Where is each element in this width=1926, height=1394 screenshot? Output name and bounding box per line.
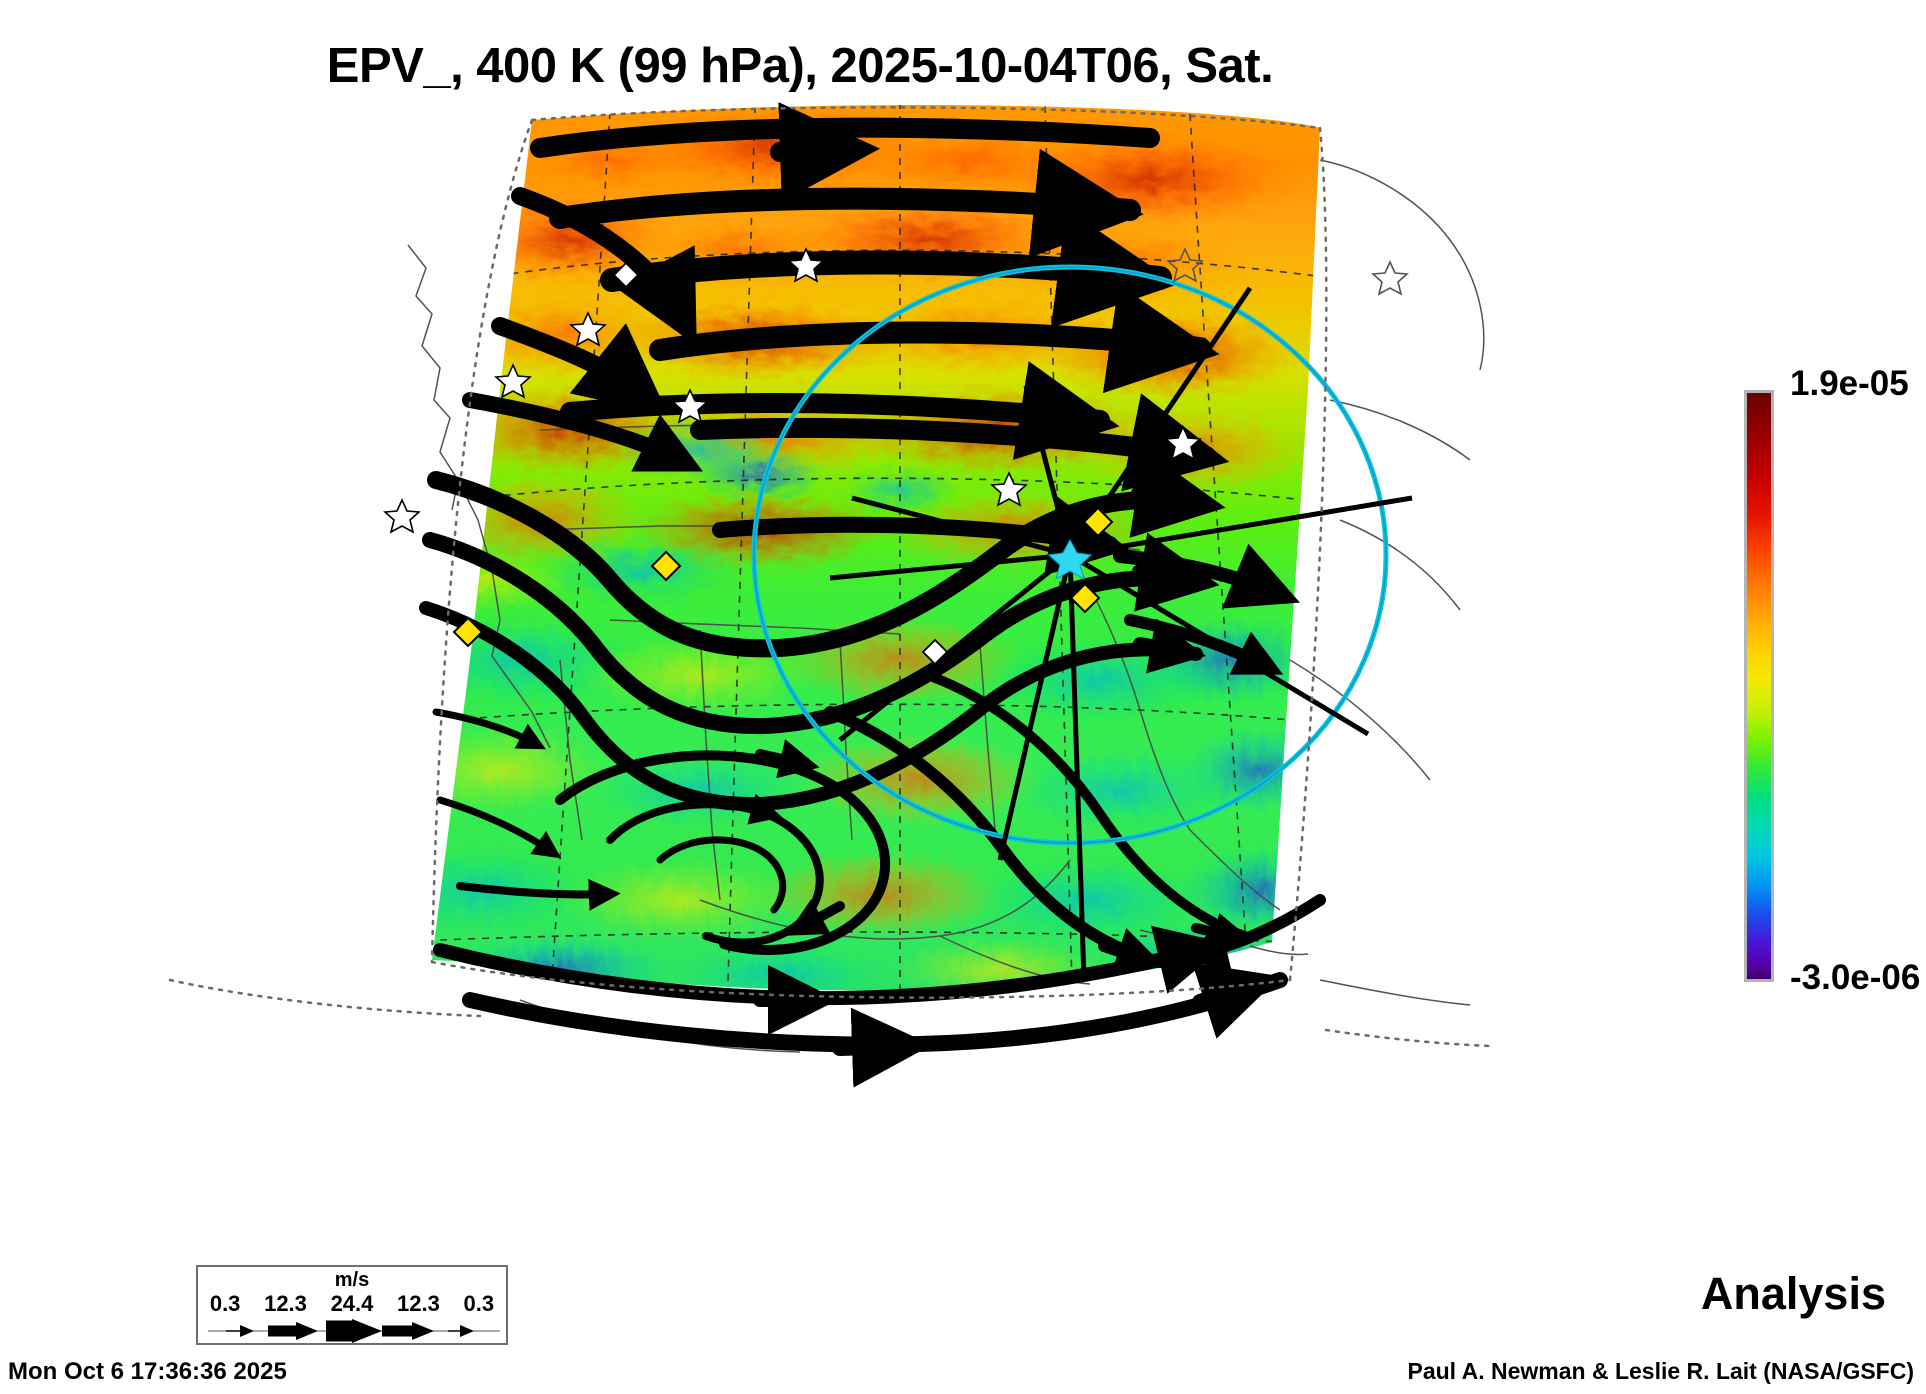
wind-value-1: 12.3 bbox=[264, 1291, 307, 1316]
wind-value-3: 12.3 bbox=[397, 1291, 440, 1316]
colorbar-gradient bbox=[1744, 390, 1774, 982]
colorbar-min-label: -3.0e-06 bbox=[1790, 958, 1921, 997]
station-marker-star-outline[interactable] bbox=[1166, 247, 1409, 296]
streamlines bbox=[419, 102, 1326, 1088]
origin-marker-star[interactable] bbox=[1047, 538, 1093, 581]
site-marker-diamond-yellow[interactable] bbox=[452, 506, 1114, 648]
wind-speed-legend: m/s 0.3 12.3 24.4 12.3 0.3 bbox=[196, 1265, 508, 1345]
map-markers[interactable] bbox=[383, 247, 1409, 666]
author-credit: Paul A. Newman & Leslie R. Lait (NASA/GS… bbox=[1407, 1358, 1914, 1384]
analysis-mode-label: Analysis bbox=[1700, 1268, 1886, 1319]
colorbar[interactable]: 1.9e-05 -3.0e-06 bbox=[1744, 364, 1920, 997]
wind-legend-arrow-scale bbox=[208, 1319, 500, 1343]
epv-scalar-field bbox=[432, 105, 1320, 991]
map-canvas[interactable] bbox=[140, 100, 1560, 1130]
wind-value-4: 0.3 bbox=[463, 1291, 495, 1316]
page-title: EPV_, 400 K (99 hPa), 2025-10-04T06, Sat… bbox=[326, 39, 1274, 93]
render-timestamp: Mon Oct 6 17:36:36 2025 bbox=[8, 1358, 287, 1385]
range-ring bbox=[751, 264, 1389, 846]
projection-boundary bbox=[168, 106, 1492, 1048]
site-marker-diamond-white[interactable] bbox=[612, 261, 949, 666]
wind-value-2: 24.4 bbox=[330, 1291, 374, 1316]
colorbar-max-label: 1.9e-05 bbox=[1790, 364, 1909, 403]
wind-value-0: 0.3 bbox=[209, 1291, 241, 1316]
map-panel[interactable] bbox=[140, 100, 1560, 1130]
station-marker-star[interactable] bbox=[383, 247, 1202, 534]
wind-legend-unit-label: m/s bbox=[334, 1269, 370, 1291]
wind-legend-values: 0.3 12.3 24.4 12.3 0.3 bbox=[198, 1291, 506, 1317]
